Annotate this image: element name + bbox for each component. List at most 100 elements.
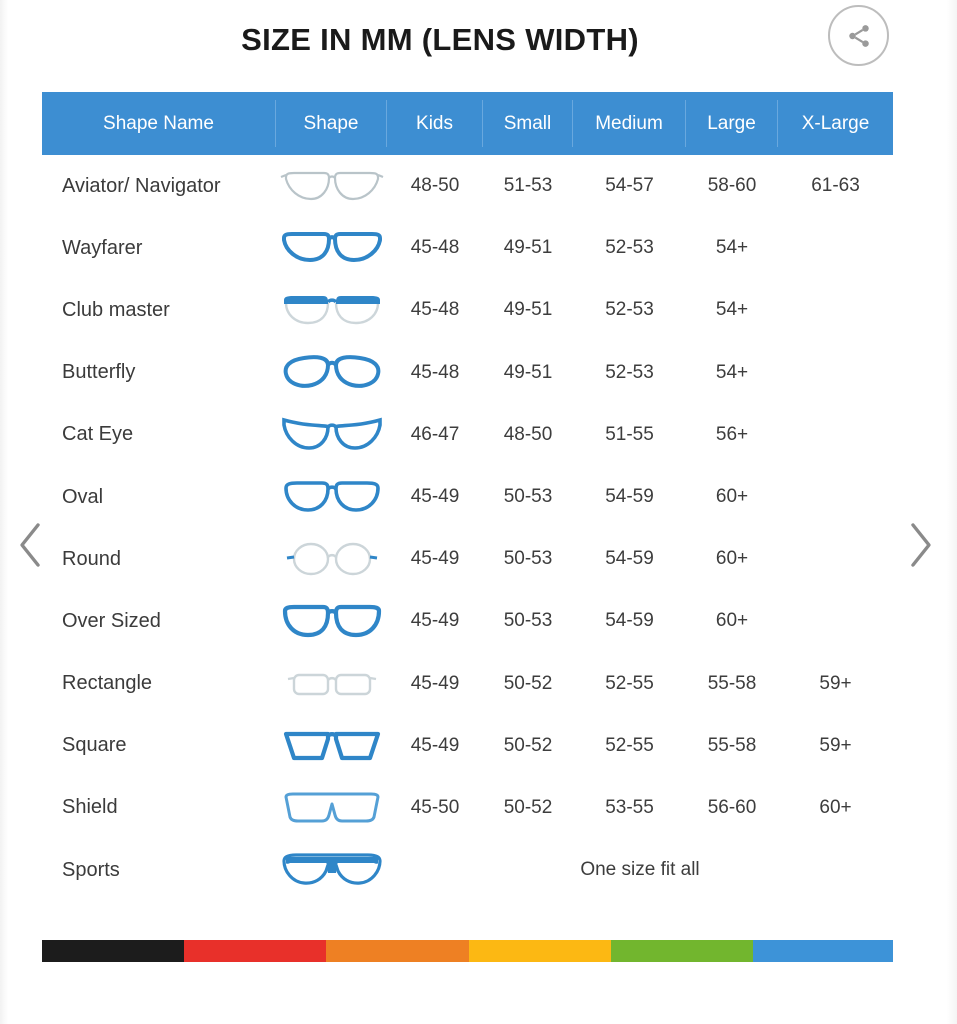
table-row[interactable]: Club master 45-48 49-51 52-53 54+ [42, 279, 893, 341]
color-bar [42, 940, 893, 962]
value-kids: 45-49 [410, 610, 460, 632]
column-header-medium: Medium [573, 100, 686, 147]
color-segment-yellow [469, 940, 611, 962]
value-small: 51-53 [503, 175, 553, 197]
value-medium: 51-55 [605, 423, 654, 445]
color-segment-black [42, 940, 184, 962]
value-small: 49-51 [503, 361, 553, 383]
value-medium: 54-59 [605, 486, 654, 508]
sports-glasses-icon [281, 853, 382, 885]
table-row[interactable]: Aviator/ Navigator 48-50 51-53 54-57 58-… [42, 155, 893, 217]
one-size-note: One size fit all [580, 859, 700, 881]
shape-cell [276, 414, 387, 456]
row-label: Cat Eye [62, 423, 134, 446]
size-chart-table: Shape Name Shape Kids Small Medium Large… [42, 92, 893, 902]
value-xlarge: 60+ [819, 796, 852, 818]
table-header-row: Shape Name Shape Kids Small Medium Large… [42, 92, 893, 155]
page-edge-right [947, 0, 957, 1024]
value-large: 60+ [715, 610, 749, 632]
share-icon [848, 24, 869, 47]
oversized-glasses-icon [282, 605, 381, 638]
row-label: Club master [62, 298, 170, 321]
row-label: Sports [62, 858, 120, 881]
chevron-right-icon [911, 523, 931, 567]
page-edge-left [0, 0, 8, 1024]
value-large: 55-58 [707, 734, 757, 756]
value-large: 56+ [715, 423, 749, 445]
row-label: Round [62, 547, 121, 570]
column-header-kids: Kids [387, 100, 483, 147]
row-label: Oval [62, 485, 104, 508]
value-large: 58-60 [707, 175, 757, 197]
table-body: Aviator/ Navigator 48-50 51-53 54-57 58-… [42, 155, 893, 902]
value-medium: 52-53 [605, 237, 654, 259]
value-large: 56-60 [707, 796, 757, 818]
color-segment-blue [753, 940, 893, 962]
share-button[interactable] [828, 5, 889, 66]
value-medium: 52-55 [605, 734, 654, 756]
clubmaster-glasses-icon [283, 296, 380, 325]
value-small: 48-50 [503, 423, 553, 445]
table-row[interactable]: Cat Eye 46-47 48-50 51-55 56+ [42, 404, 893, 466]
oval-glasses-icon [283, 481, 380, 512]
table-row[interactable]: Oval 45-49 50-53 54-59 60+ [42, 466, 893, 528]
color-segment-red [184, 940, 326, 962]
row-label: Butterfly [62, 361, 136, 384]
value-small: 49-51 [503, 237, 553, 259]
value-xlarge: 59+ [819, 672, 852, 694]
value-kids: 45-49 [410, 672, 460, 694]
round-glasses-icon [286, 543, 377, 576]
value-medium: 54-59 [605, 610, 654, 632]
table-row[interactable]: Shield 45-50 50-52 53-55 56-60 60+ [42, 777, 893, 839]
value-medium: 54-59 [605, 548, 654, 570]
aviator-glasses-icon [280, 171, 383, 201]
shape-cell [276, 289, 387, 331]
value-small: 49-51 [503, 299, 553, 321]
carousel-prev-button[interactable] [14, 519, 48, 571]
value-kids: 48-50 [410, 175, 460, 197]
shape-cell [276, 600, 387, 642]
rectangle-glasses-icon [287, 673, 376, 695]
value-kids: 45-49 [410, 734, 460, 756]
value-large: 60+ [715, 548, 749, 570]
table-row[interactable]: Butterfly 45-48 49-51 52-53 54+ [42, 342, 893, 404]
shape-cell [276, 787, 387, 829]
value-small: 50-52 [503, 796, 553, 818]
value-small: 50-52 [503, 734, 553, 756]
shape-cell [276, 849, 387, 891]
value-kids: 46-47 [410, 423, 460, 445]
column-header-large: Large [686, 100, 778, 147]
table-row[interactable]: Round 45-49 50-53 54-59 60+ [42, 528, 893, 590]
row-label: Wayfarer [62, 236, 143, 259]
shape-cell [276, 725, 387, 767]
table-row[interactable]: Square 45-49 50-52 52-55 55-58 59+ [42, 715, 893, 777]
value-large: 54+ [715, 299, 749, 321]
value-large: 54+ [715, 361, 749, 383]
value-small: 50-53 [503, 548, 553, 570]
value-kids: 45-48 [410, 361, 460, 383]
shape-cell [276, 352, 387, 394]
shape-cell [276, 227, 387, 269]
column-header-shape: Shape [276, 100, 387, 147]
value-medium: 52-53 [605, 299, 654, 321]
wayfarer-glasses-icon [281, 232, 382, 263]
value-large: 55-58 [707, 672, 757, 694]
table-row[interactable]: Over Sized 45-49 50-53 54-59 60+ [42, 590, 893, 652]
value-xlarge: 59+ [819, 734, 852, 756]
table-row[interactable]: Wayfarer 45-48 49-51 52-53 54+ [42, 217, 893, 279]
value-kids: 45-48 [410, 237, 460, 259]
row-label: Shield [62, 796, 118, 819]
value-large: 54+ [715, 237, 749, 259]
row-label: Over Sized [62, 609, 161, 632]
value-small: 50-53 [503, 610, 553, 632]
value-xlarge: 61-63 [811, 175, 860, 197]
table-row[interactable]: Sports One size fit all [42, 839, 893, 901]
column-header-shape-name: Shape Name [42, 100, 276, 147]
color-segment-orange [326, 940, 469, 962]
shape-cell [276, 663, 387, 705]
table-row[interactable]: Rectangle 45-49 50-52 52-55 55-58 59+ [42, 653, 893, 715]
carousel-next-button[interactable] [903, 519, 937, 571]
square-glasses-icon [283, 731, 380, 760]
value-medium: 54-57 [605, 175, 654, 197]
column-header-small: Small [483, 100, 573, 147]
